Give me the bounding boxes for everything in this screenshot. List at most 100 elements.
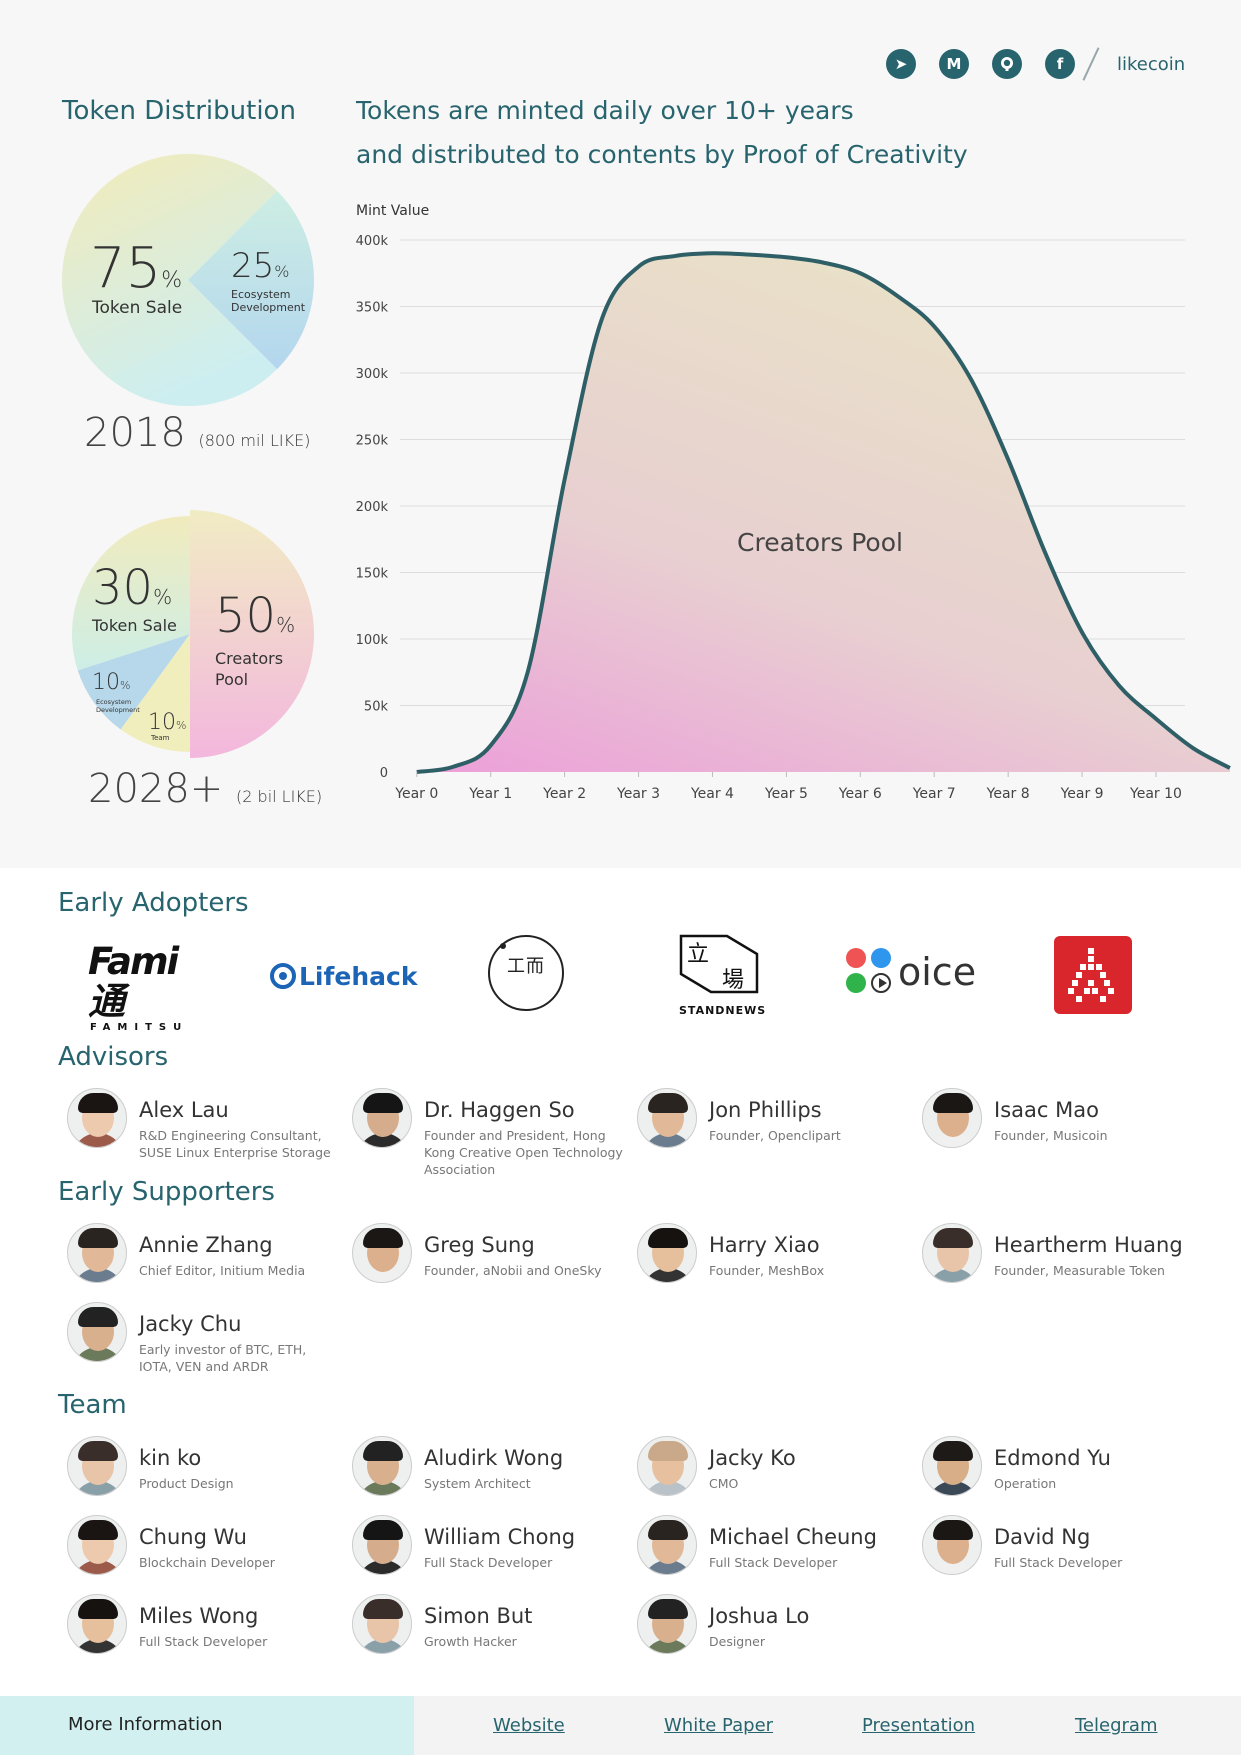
pie-2018-label-token-sale: Token Sale — [92, 298, 183, 318]
telegram-icon[interactable]: ➤ — [886, 49, 916, 79]
x-tick-label: Year 8 — [986, 786, 1030, 802]
likecoin-link[interactable]: likecoin — [1117, 54, 1186, 75]
person-name: Jacky Ko — [709, 1446, 796, 1470]
avatar — [922, 1436, 982, 1496]
x-tick-label: Year 9 — [1060, 786, 1104, 802]
medium-glyph: M — [946, 55, 962, 73]
x-ticks: Year 0 Year 1 Year 2 Year 3 Year 4 Year 5 Year… — [394, 772, 1182, 802]
person-role: Full Stack Developer — [139, 1634, 268, 1649]
avatar — [922, 1223, 982, 1283]
more-information-label: More Information — [68, 1714, 223, 1735]
oice-logo[interactable]: oice — [844, 946, 984, 998]
person-role: R&D Engineering Consultant, SUSE Linux E… — [139, 1128, 331, 1160]
pie-2018-pct-ecosystem: 25% — [231, 246, 290, 286]
person-card: Jacky Ko CMO — [637, 1436, 917, 1506]
facebook-glyph: f — [1056, 55, 1064, 73]
person-name: Michael Cheung — [709, 1525, 877, 1549]
github-glyph — [1001, 57, 1013, 71]
circle-logo-text: 工而 — [507, 956, 545, 977]
x-tick-label: Year 6 — [838, 786, 882, 802]
person-role: Founder, Openclipart — [709, 1128, 841, 1143]
avatar — [352, 1515, 412, 1575]
person-name: Jacky Chu — [139, 1312, 242, 1336]
circle-logo-ring — [488, 935, 564, 1011]
pie-2028 — [71, 510, 314, 758]
team-title: Team — [58, 1390, 127, 1420]
area-fill — [416, 253, 1230, 773]
y-ticks: 0 50k 100k 150k 200k 250k 300k 350k 400k — [356, 234, 389, 781]
person-card: Jon Phillips Founder, Openclipart — [637, 1088, 917, 1158]
person-role: Founder, Musicoin — [994, 1128, 1108, 1143]
person-role: Full Stack Developer — [994, 1555, 1123, 1570]
y-tick-label: 350k — [356, 301, 389, 316]
footer-link-website[interactable]: Website — [493, 1715, 565, 1736]
famitsu-logo[interactable]: Fami通 FAMITSU — [88, 942, 198, 1034]
oice-logo-text: oice — [898, 950, 977, 994]
area-label-creators-pool: Creators Pool — [737, 528, 903, 557]
avatar — [637, 1594, 697, 1654]
standnews-logo-char1: 立 — [687, 942, 710, 967]
divider-slash — [1082, 47, 1100, 81]
person-name: Heartherm Huang — [994, 1233, 1183, 1257]
person-card: Heartherm Huang Founder, Measurable Token — [922, 1223, 1202, 1293]
medium-icon[interactable]: M — [939, 49, 969, 79]
person-role: Full Stack Developer — [424, 1555, 553, 1570]
pie-2028-slice-token-sale — [71, 516, 190, 671]
person-card: Annie Zhang Chief Editor, Initium Media — [67, 1223, 347, 1293]
avatar — [352, 1088, 412, 1148]
footer-link-white-paper[interactable]: White Paper — [664, 1715, 774, 1736]
pie-2018-year: 2018 (800 mil LIKE) — [84, 410, 311, 456]
standnews-logo[interactable]: 立 場 STANDNEWS — [677, 932, 765, 1022]
circle-logo[interactable]: 工而 — [487, 934, 565, 1012]
person-card: Joshua Lo Designer — [637, 1594, 917, 1664]
red-logo-mark — [1068, 948, 1114, 1002]
person-name: William Chong — [424, 1525, 576, 1549]
y-tick-label: 250k — [356, 434, 389, 449]
person-role: Growth Hacker — [424, 1634, 517, 1649]
more-information-panel: More Information — [0, 1696, 414, 1755]
person-card: Jacky Chu Early investor of BTC, ETH, IOT… — [67, 1302, 347, 1374]
pie-2018 — [62, 154, 314, 406]
footer-link-presentation[interactable]: Presentation — [862, 1715, 976, 1736]
x-tick-label: Year 5 — [764, 786, 808, 802]
footer-link-telegram[interactable]: Telegram — [1075, 1715, 1158, 1736]
person-role: Founder, Measurable Token — [994, 1263, 1165, 1278]
oice-dot-red — [846, 948, 866, 968]
person-name: Miles Wong — [139, 1604, 259, 1628]
person-name: Aludirk Wong — [424, 1446, 564, 1470]
oice-play-icon — [871, 973, 891, 993]
early-supporters-title: Early Supporters — [58, 1177, 275, 1207]
y-axis-label: Mint Value — [356, 203, 429, 219]
person-role: Early investor of BTC, ETH, IOTA, VEN an… — [139, 1342, 307, 1374]
facebook-icon[interactable]: f — [1045, 49, 1075, 79]
oice-dot-blue — [871, 948, 891, 968]
person-name: Edmond Yu — [994, 1446, 1111, 1470]
avatar — [637, 1436, 697, 1496]
person-name: Dr. Haggen So — [424, 1098, 575, 1122]
pie-2018-pct-token-sale: 75% — [90, 236, 183, 301]
person-card: Harry Xiao Founder, MeshBox — [637, 1223, 917, 1293]
red-logo[interactable] — [1054, 936, 1132, 1014]
token-distribution-title: Token Distribution — [62, 96, 296, 126]
early-adopters-title: Early Adopters — [58, 888, 249, 918]
area-line — [416, 251, 1231, 774]
person-name: Alex Lau — [139, 1098, 229, 1122]
avatar — [352, 1223, 412, 1283]
person-card: Michael Cheung Full Stack Developer — [637, 1515, 917, 1585]
avatar — [67, 1223, 127, 1283]
y-tick-label: 400k — [356, 234, 389, 249]
famitsu-logo-sub: FAMITSU — [90, 1022, 189, 1033]
person-name: Chung Wu — [139, 1525, 247, 1549]
person-role: Full Stack Developer — [709, 1555, 838, 1570]
person-name: Annie Zhang — [139, 1233, 273, 1257]
pie-2028-label-ecosystem: Ecosystem Development — [96, 698, 140, 714]
person-card: Miles Wong Full Stack Developer — [67, 1594, 347, 1664]
standnews-logo-text: STANDNEWS — [679, 1004, 767, 1017]
person-name: Joshua Lo — [709, 1604, 810, 1628]
y-tick-label: 50k — [364, 700, 389, 715]
lifehack-logo[interactable]: Lifehack — [270, 958, 420, 994]
x-tick-label: Year 1 — [468, 786, 512, 802]
pie-2028-label-team: Team — [151, 734, 170, 742]
github-icon[interactable] — [992, 49, 1022, 79]
avatar — [67, 1515, 127, 1575]
